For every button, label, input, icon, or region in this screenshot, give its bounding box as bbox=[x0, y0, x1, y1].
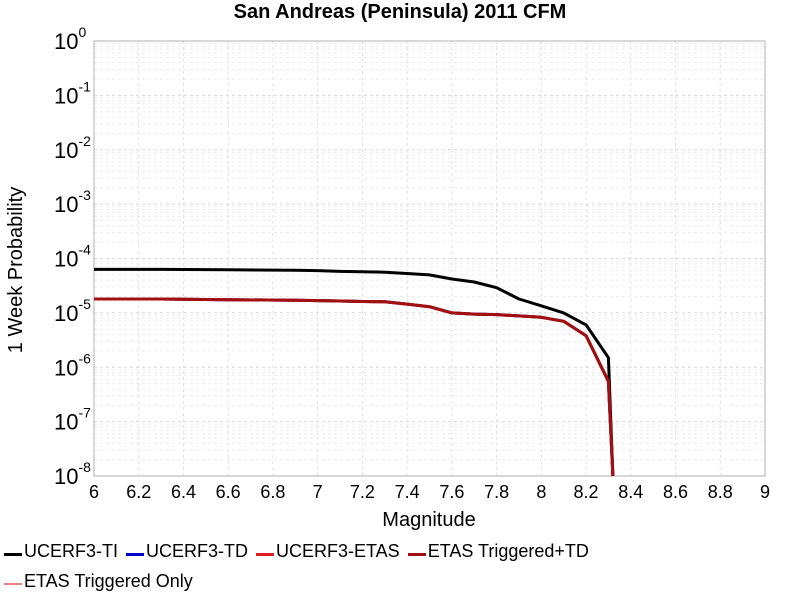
legend-item: UCERF3-ETAS bbox=[252, 541, 400, 562]
chart-svg: San Andreas (Peninsula) 2011 CFM 6 6.2 6.4… bbox=[5, 1, 770, 531]
x-tick-label: 6.2 bbox=[126, 482, 151, 502]
legend-swatch bbox=[4, 583, 22, 585]
series-line-1 bbox=[94, 297, 615, 477]
legend-label: ETAS Triggered Only bbox=[24, 570, 193, 591]
y-tick-label: 10-2 bbox=[54, 133, 91, 163]
legend-item: UCERF3-TD bbox=[122, 541, 248, 562]
x-tick-label: 7.8 bbox=[484, 482, 509, 502]
x-axis-ticks: 6 6.2 6.4 6.6 6.8 7 7.2 7.4 7.6 7.8 8 8.2 8.4 8.6 8.8 9 bbox=[89, 482, 770, 502]
legend-item: ETAS Triggered+TD bbox=[404, 541, 589, 562]
x-tick-label: 8 bbox=[536, 482, 546, 502]
y-tick-label: 10-6 bbox=[54, 350, 91, 380]
x-tick-label: 6.6 bbox=[216, 482, 241, 502]
y-axis-label: 1 Week Probability bbox=[5, 187, 27, 353]
plot-area bbox=[93, 40, 766, 477]
legend-label: ETAS Triggered+TD bbox=[427, 540, 589, 561]
x-tick-label: 6.4 bbox=[171, 482, 196, 502]
y-tick-label: 100 bbox=[54, 24, 86, 54]
x-tick-label: 6 bbox=[89, 482, 99, 502]
y-tick-label: 10-5 bbox=[54, 296, 91, 326]
x-tick-label: 7.6 bbox=[439, 482, 464, 502]
x-tick-label: 7.4 bbox=[395, 482, 420, 502]
legend-swatch bbox=[126, 552, 144, 556]
x-tick-label: 6.8 bbox=[260, 482, 285, 502]
y-axis-ticks: 100 10-1 10-2 10-3 10-4 10-5 10-6 10-7 10-8 bbox=[54, 24, 91, 489]
legend-item: UCERF3-TI bbox=[0, 541, 118, 562]
y-tick-label: 10-7 bbox=[54, 405, 91, 435]
series-line-2 bbox=[94, 297, 615, 477]
x-tick-label: 9 bbox=[760, 482, 770, 502]
x-tick-label: 8.2 bbox=[574, 482, 599, 502]
chart-title: San Andreas (Peninsula) 2011 CFM bbox=[234, 1, 567, 23]
legend-row: UCERF3-TI UCERF3-TD UCERF3-ETAS ETAS Trigge… bbox=[0, 536, 800, 566]
y-tick-label: 10-1 bbox=[54, 78, 91, 108]
legend-label: UCERF3-TD bbox=[146, 540, 248, 561]
series-layer bbox=[94, 267, 615, 477]
x-tick-label: 8.4 bbox=[618, 482, 643, 502]
x-tick-label: 7.2 bbox=[350, 482, 375, 502]
legend-row: ETAS Triggered Only bbox=[0, 566, 800, 596]
legend: UCERF3-TI UCERF3-TD UCERF3-ETAS ETAS Trigge… bbox=[0, 536, 800, 596]
legend-swatch bbox=[256, 552, 274, 556]
x-axis-label: Magnitude bbox=[382, 509, 475, 531]
legend-swatch bbox=[407, 552, 426, 556]
y-tick-label: 10-8 bbox=[54, 459, 91, 489]
legend-label: UCERF3-TI bbox=[24, 540, 118, 561]
series-line-3 bbox=[94, 297, 615, 477]
legend-item: ETAS Triggered Only bbox=[0, 571, 193, 592]
series-line-0 bbox=[94, 267, 615, 477]
y-tick-label: 10-4 bbox=[54, 242, 91, 272]
grid bbox=[93, 41, 766, 477]
x-tick-label: 7 bbox=[313, 482, 323, 502]
x-tick-label: 8.8 bbox=[708, 482, 733, 502]
y-tick-label: 10-3 bbox=[54, 187, 91, 217]
x-tick-label: 8.6 bbox=[663, 482, 688, 502]
legend-label: UCERF3-ETAS bbox=[276, 540, 400, 561]
legend-swatch bbox=[4, 552, 22, 556]
